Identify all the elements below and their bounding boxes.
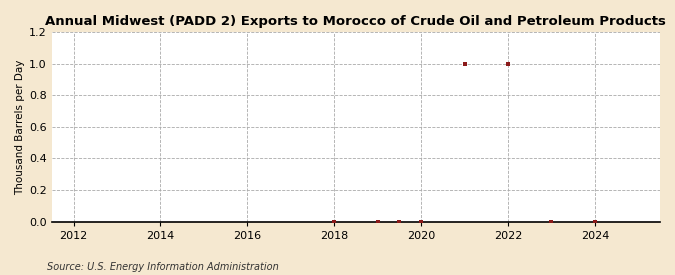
Point <box>589 219 600 224</box>
Point <box>372 219 383 224</box>
Point <box>329 219 340 224</box>
Point <box>459 61 470 66</box>
Title: Annual Midwest (PADD 2) Exports to Morocco of Crude Oil and Petroleum Products: Annual Midwest (PADD 2) Exports to Moroc… <box>45 15 666 28</box>
Point <box>546 219 557 224</box>
Text: Source: U.S. Energy Information Administration: Source: U.S. Energy Information Administ… <box>47 262 279 272</box>
Point <box>416 219 427 224</box>
Point <box>394 219 405 224</box>
Point <box>503 61 514 66</box>
Y-axis label: Thousand Barrels per Day: Thousand Barrels per Day <box>15 59 25 194</box>
